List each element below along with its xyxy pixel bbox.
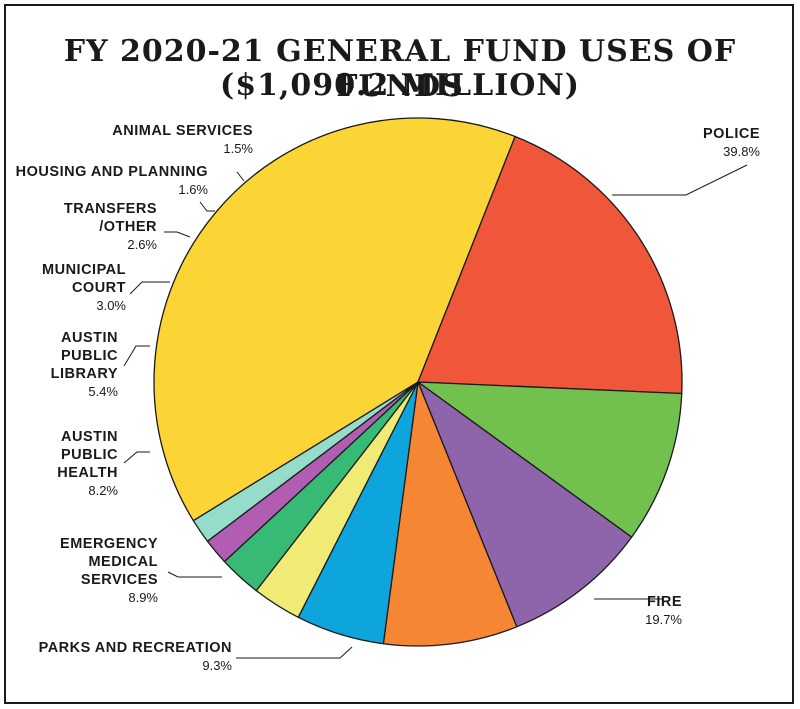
leader-line-transfers [164, 231, 191, 238]
slice-percent-ems: 8.9% [128, 590, 158, 605]
slice-label-animal: ANIMAL SERVICES [112, 123, 253, 139]
slice-label-health: AUSTIN [61, 429, 118, 445]
slice-label-police: POLICE [703, 126, 760, 142]
slice-label-health: PUBLIC [61, 447, 118, 463]
slice-percent-health: 8.2% [88, 483, 118, 498]
slice-label-court: MUNICIPAL [42, 262, 126, 278]
slice-label-court: COURT [72, 280, 126, 296]
slice-label-transfers: /OTHER [99, 219, 157, 235]
pie-slice-fire [417, 135, 683, 395]
slice-percent-fire: 19.7% [645, 612, 682, 627]
slice-label-transfers: TRANSFERS [64, 201, 157, 217]
slice-label-ems: MEDICAL [88, 554, 158, 570]
leader-line-library [123, 345, 150, 367]
slice-label-library: PUBLIC [61, 348, 118, 364]
leader-line-police [612, 164, 748, 196]
leader-line-animal [236, 171, 245, 182]
pie-slice-animal [192, 381, 419, 542]
slice-label-library: AUSTIN [61, 330, 118, 346]
leader-line-parks [236, 646, 353, 659]
slice-label-fire: FIRE [647, 594, 682, 610]
slice-percent-police: 39.8% [723, 144, 760, 159]
slice-percent-parks: 9.3% [202, 658, 232, 673]
leader-line-ems [167, 571, 222, 578]
pie-slice-ems [417, 381, 633, 628]
slice-percent-transfers: 2.6% [127, 237, 157, 252]
slice-percent-court: 3.0% [96, 298, 126, 313]
leader-line-court [129, 281, 170, 295]
slice-label-ems: EMERGENCY [60, 536, 158, 552]
leader-line-housing [199, 201, 215, 212]
slice-percent-housing: 1.6% [178, 182, 208, 197]
slice-label-parks: PARKS AND RECREATION [39, 640, 232, 656]
pie-slice-health [382, 381, 518, 647]
slice-label-health: HEALTH [57, 465, 118, 481]
chart-subtitle: ($1,090.2 MILLION) [220, 68, 580, 103]
chart-title: FY 2020-21 GENERAL FUND USES OF FUNDS [63, 34, 737, 104]
slice-percent-animal: 1.5% [223, 141, 253, 156]
leader-line-health [123, 451, 150, 464]
slice-percent-library: 5.4% [88, 384, 118, 399]
slice-label-ems: SERVICES [81, 572, 158, 588]
pie-slice-parks [417, 381, 683, 538]
pie-slice-police [153, 117, 516, 522]
slice-label-library: LIBRARY [51, 366, 118, 382]
slice-label-housing: HOUSING AND PLANNING [16, 164, 208, 180]
